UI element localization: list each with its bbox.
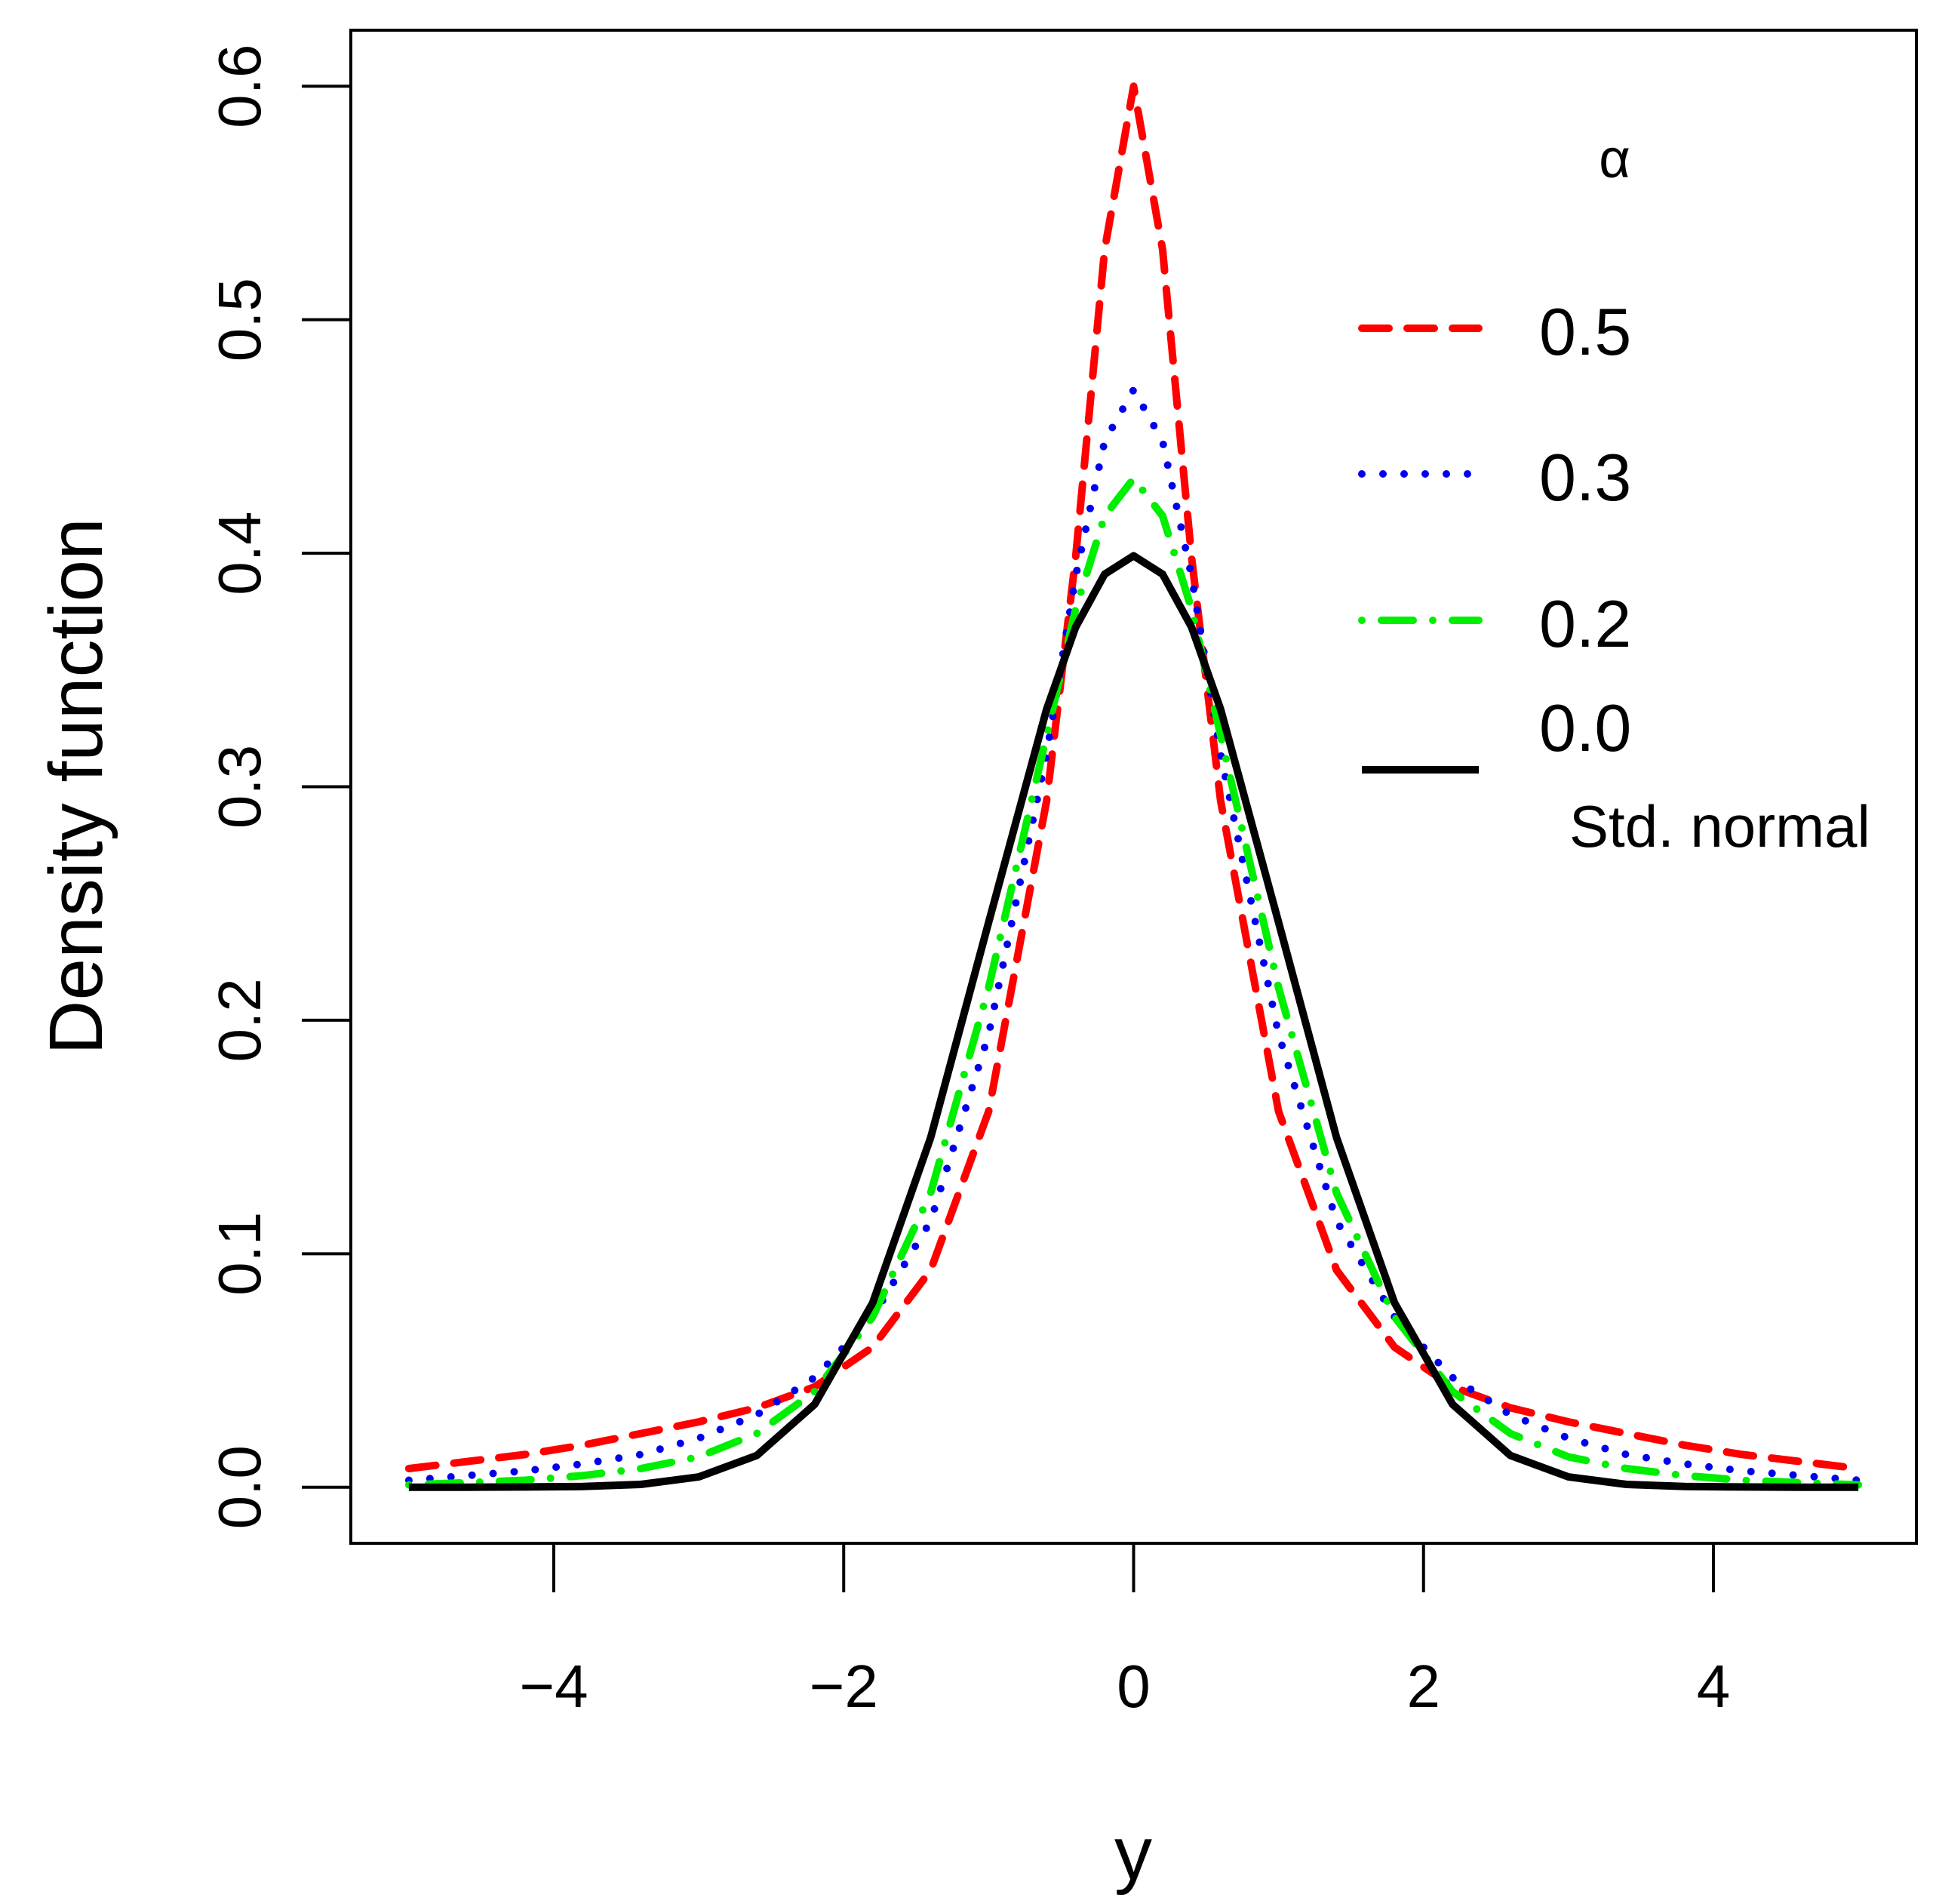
y-axis: 0.0 0.1 0.2 0.3 0.4 0.5 0.6 <box>206 45 351 1529</box>
series-line-alpha-0.2 <box>404 475 1863 1489</box>
legend-label-0.0: 0.0 <box>1539 691 1631 765</box>
x-tick-label: −2 <box>810 1653 878 1720</box>
x-tick-label: 0 <box>1117 1653 1151 1720</box>
x-tick-label: 2 <box>1407 1653 1441 1720</box>
y-tick-label: 0.4 <box>206 511 273 595</box>
legend: α 0.5 0.3 0.2 0.0 Std. normal <box>1358 129 1870 860</box>
x-axis-label: y <box>1114 1811 1152 1896</box>
series-line-alpha-0.3 <box>404 386 1863 1484</box>
y-tick-label: 0.0 <box>206 1445 273 1529</box>
series-layer <box>404 82 1863 1491</box>
legend-label-0.5: 0.5 <box>1539 294 1631 369</box>
series-line-alpha-0.0 <box>408 552 1859 1491</box>
legend-items: 0.5 0.3 0.2 0.0 <box>1358 294 1631 774</box>
y-tick-label: 0.3 <box>206 745 273 829</box>
y-tick-label: 0.1 <box>206 1212 273 1296</box>
y-axis-label: Density function <box>34 518 118 1054</box>
legend-std-normal-label: Std. normal <box>1569 793 1870 860</box>
legend-label-0.3: 0.3 <box>1539 440 1631 515</box>
y-tick-label: 0.6 <box>206 45 273 128</box>
x-tick-label: 4 <box>1697 1653 1731 1720</box>
legend-title: α <box>1599 129 1630 189</box>
y-tick-label: 0.2 <box>206 978 273 1062</box>
series-line-alpha-0.5 <box>404 82 1863 1472</box>
x-tick-label: −4 <box>519 1653 588 1720</box>
legend-label-0.2: 0.2 <box>1539 586 1631 661</box>
x-axis: −4 −2 0 2 4 <box>519 1542 1731 1720</box>
y-tick-label: 0.5 <box>206 278 273 361</box>
